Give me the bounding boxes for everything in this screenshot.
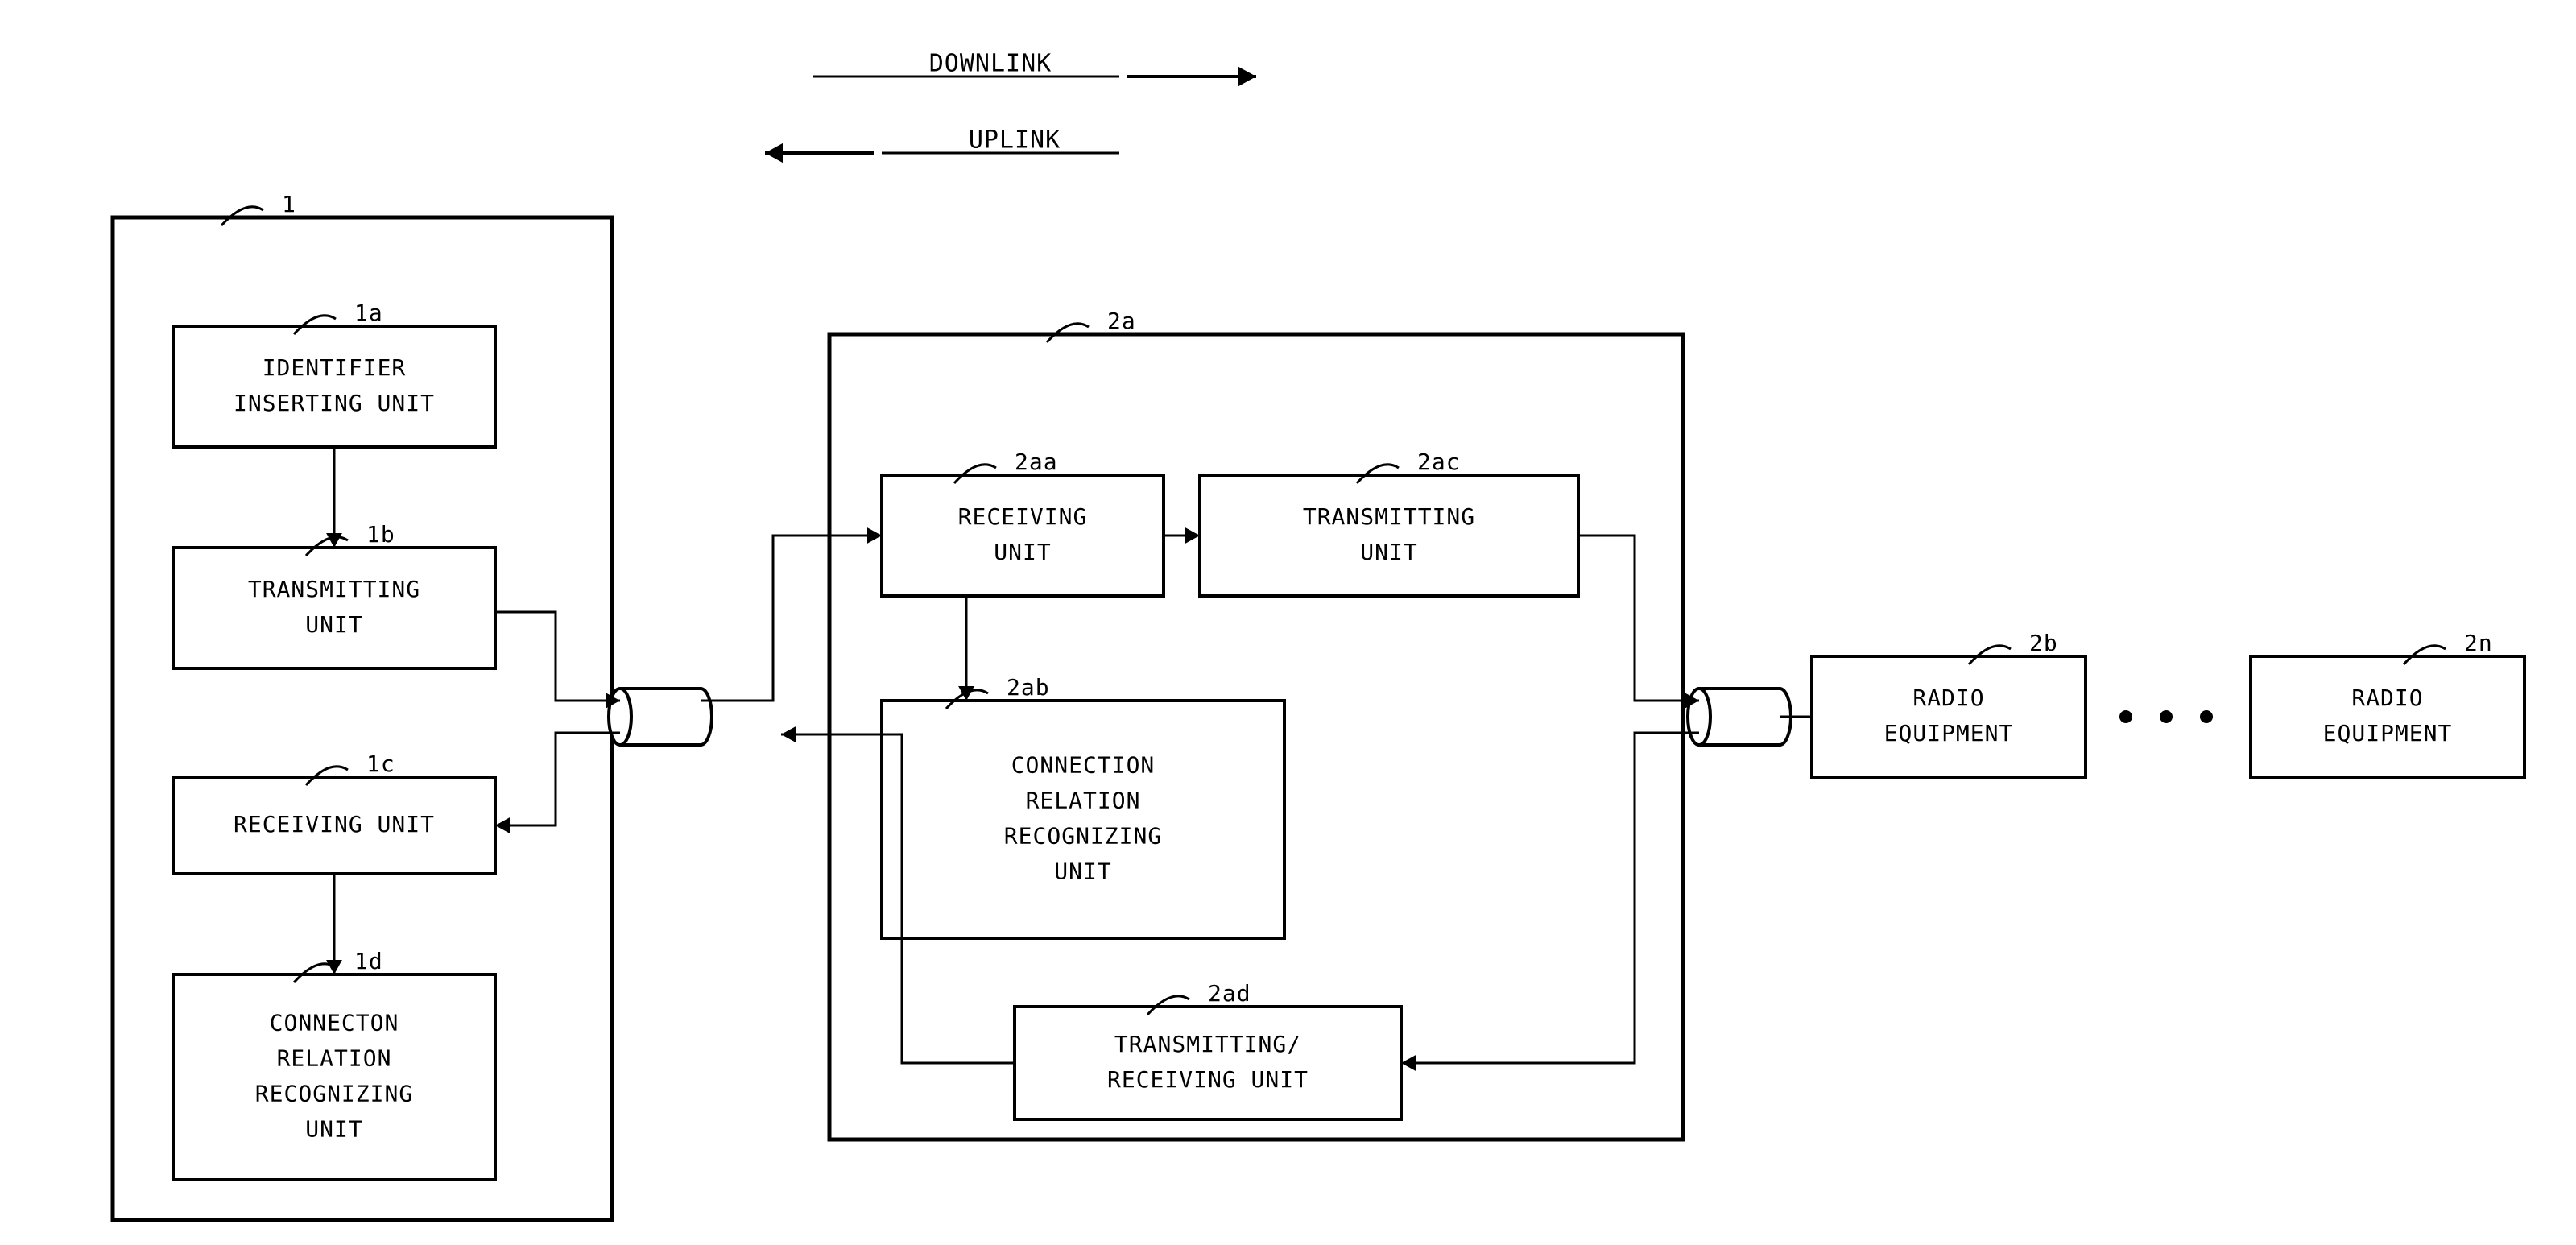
svg-text:RADIO: RADIO [2351,685,2423,711]
svg-text:2ac: 2ac [1417,449,1461,475]
svg-text:1: 1 [282,191,296,217]
svg-text:1a: 1a [354,300,383,326]
svg-text:CONNECTON: CONNECTON [270,1010,399,1036]
svg-text:2a: 2a [1107,308,1136,334]
svg-text:UNIT: UNIT [305,611,362,638]
svg-text:RECEIVING UNIT: RECEIVING UNIT [234,811,435,838]
svg-text:2ad: 2ad [1208,980,1251,1007]
svg-text:2ab: 2ab [1007,674,1050,701]
svg-text:UNIT: UNIT [305,1116,362,1143]
svg-text:CONNECTION: CONNECTION [1011,752,1156,779]
svg-text:EQUIPMENT: EQUIPMENT [1884,720,2014,747]
svg-text:IDENTIFIER: IDENTIFIER [263,354,407,381]
svg-text:2aa: 2aa [1015,449,1058,475]
svg-text:1c: 1c [366,751,395,777]
svg-text:RECOGNIZING: RECOGNIZING [1004,823,1162,850]
svg-text:RELATION: RELATION [1026,788,1141,814]
svg-text:RELATION: RELATION [277,1045,392,1072]
svg-text:EQUIPMENT: EQUIPMENT [2323,720,2453,747]
svg-text:TRANSMITTING: TRANSMITTING [1303,503,1475,530]
svg-text:2n: 2n [2464,630,2493,656]
svg-text:1b: 1b [366,521,395,548]
svg-text:RECEIVING: RECEIVING [958,503,1088,530]
svg-text:INSERTING UNIT: INSERTING UNIT [234,390,435,416]
svg-text:TRANSMITTING: TRANSMITTING [248,576,420,602]
svg-text:UPLINK: UPLINK [969,126,1061,155]
svg-text:TRANSMITTING/: TRANSMITTING/ [1114,1031,1301,1057]
svg-text:1d: 1d [354,948,383,974]
svg-text:2b: 2b [2029,630,2058,656]
svg-text:RADIO: RADIO [1912,685,1984,711]
svg-text:UNIT: UNIT [994,539,1051,565]
svg-text:RECOGNIZING: RECOGNIZING [255,1081,413,1107]
svg-text:UNIT: UNIT [1054,858,1111,885]
svg-text:UNIT: UNIT [1360,539,1417,565]
svg-text:RECEIVING UNIT: RECEIVING UNIT [1107,1066,1309,1093]
svg-text:DOWNLINK: DOWNLINK [929,50,1052,78]
